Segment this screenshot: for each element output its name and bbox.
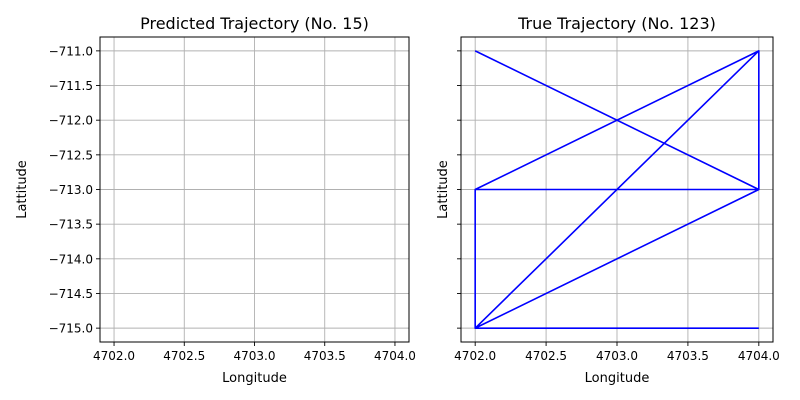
- x-tick-label: 4702.5: [163, 349, 205, 363]
- x-tick-label: 4703.5: [667, 349, 709, 363]
- series-layer: [474, 50, 760, 329]
- x-tick-label: 4702.0: [93, 349, 135, 363]
- x-tick-label: 4702.5: [525, 349, 567, 363]
- chart-title: True Trajectory (No. 123): [517, 14, 716, 33]
- y-tick-label: −712.0: [49, 114, 93, 128]
- x-tick-label: 4702.0: [454, 349, 496, 363]
- y-tick-label: −712.5: [49, 148, 93, 162]
- y-tick-label: −713.5: [49, 218, 93, 232]
- x-tick-label: 4703.5: [304, 349, 346, 363]
- x-tick-label: 4704.0: [738, 349, 780, 363]
- x-tick-label: 4704.0: [374, 349, 416, 363]
- y-tick-label: −714.5: [49, 287, 93, 301]
- grid-lines: [100, 37, 409, 342]
- y-axis-label: Lattitude: [436, 160, 451, 219]
- ticks: 4702.0 4702.5 4703.0 4703.5 4704.0 −711.0 −711…: [49, 44, 416, 363]
- y-axis-label: Lattitude: [15, 160, 30, 219]
- y-tick-label: −713.0: [49, 183, 93, 197]
- x-tick-label: 4703.0: [596, 349, 638, 363]
- y-tick-label: −711.5: [49, 79, 93, 93]
- chart-title: Predicted Trajectory (No. 15): [140, 14, 369, 33]
- predicted-trajectory-panel: 4702.0 4702.5 4703.0 4703.5 4704.0 −711.0 −711…: [15, 14, 416, 386]
- y-tick-label: −714.0: [49, 252, 93, 266]
- trajectory-line: [474, 50, 760, 329]
- ticks: 4702.0 4702.5 4703.0 4703.5 4704.0: [454, 50, 780, 363]
- y-tick-label: −711.0: [49, 44, 93, 58]
- y-tick-label: −715.0: [49, 322, 93, 336]
- x-tick-label: 4703.0: [234, 349, 276, 363]
- true-trajectory-panel: 4702.0 4702.5 4703.0 4703.5 4704.0 True Traj…: [436, 14, 780, 386]
- x-axis-label: Longitude: [585, 371, 650, 386]
- x-axis-label: Longitude: [222, 371, 287, 386]
